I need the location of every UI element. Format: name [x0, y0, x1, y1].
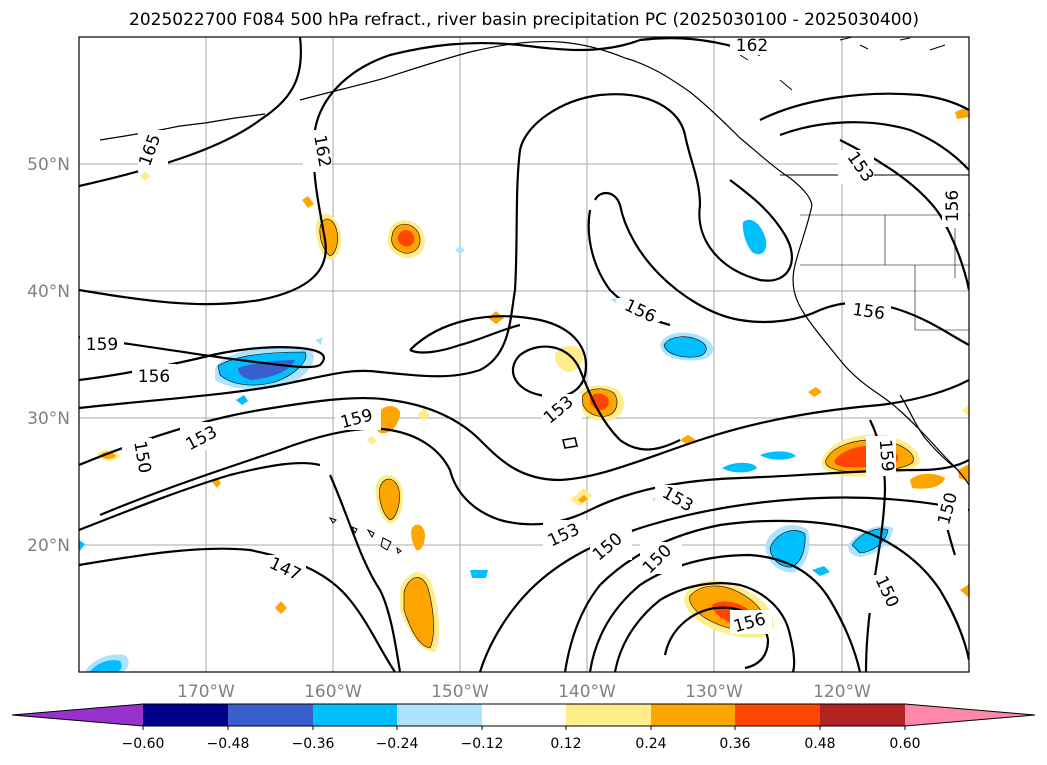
colorbar-segment — [566, 704, 651, 726]
hawaiian-islands — [328, 517, 402, 554]
colorbar-segment — [228, 704, 313, 726]
contour-153-wave — [409, 315, 681, 451]
alaska-bc-coast — [299, 41, 813, 206]
contour-156-main — [79, 93, 793, 410]
contour-150-main — [99, 427, 969, 526]
colorbar-segment — [397, 704, 482, 726]
contour-label: 159 — [86, 335, 118, 355]
baja-california — [899, 394, 959, 471]
map-frame — [78, 36, 970, 673]
colorbar-segment — [143, 704, 228, 726]
contour-label: 162 — [736, 36, 768, 56]
lat-tick-label: 30°N — [27, 409, 70, 429]
negative-anomaly-central-pacific — [215, 337, 323, 405]
contour-label-group: 162 165 162 159 156 153 150 159 153 156 — [80, 36, 968, 637]
lon-tick-label: 120°W — [813, 682, 871, 702]
arctic-islands — [739, 37, 946, 91]
colorbar-segment — [482, 704, 566, 726]
colorbar-tick-label: −0.36 — [292, 736, 335, 752]
us-west-coast — [792, 204, 969, 486]
contour-156-north — [779, 121, 969, 171]
negative-anomaly-northeast-pacific — [610, 219, 796, 473]
contour-150-south — [563, 519, 969, 672]
colorbar-tick-label: −0.12 — [461, 736, 504, 752]
contour-label: 156 — [851, 300, 886, 324]
longitude-labels: 170°W 160°W 150°W 140°W 130°W 120°W — [177, 682, 871, 702]
lon-tick-label: 170°W — [177, 682, 235, 702]
lon-tick-label: 150°W — [431, 682, 489, 702]
contour-159-south — [613, 582, 796, 672]
lon-tick-label: 140°W — [558, 682, 616, 702]
colorbar-segment — [651, 704, 735, 726]
colorbar-tick-label: 0.24 — [635, 736, 666, 752]
colorbar-tick-label: 0.12 — [550, 736, 581, 752]
colorbar: −0.60 −0.48 −0.36 −0.24 −0.12 0.12 0.24 … — [11, 703, 1036, 752]
contour-label: 156 — [138, 367, 170, 387]
lat-tick-label: 20°N — [27, 536, 70, 556]
colorbar-tick-label: −0.48 — [207, 736, 250, 752]
contour-153-south — [478, 496, 969, 672]
colorbar-extend-high — [905, 704, 1035, 726]
lon-tick-label: 160°W — [304, 682, 362, 702]
colorbar-tick-label: 0.60 — [889, 736, 920, 752]
lat-tick-label: 40°N — [27, 282, 70, 302]
colorbar-tick-label: −0.60 — [122, 736, 165, 752]
figure-title: 2025022700 F084 500 hPa refract., river … — [129, 10, 919, 30]
state-borders-interior — [885, 214, 969, 331]
contour-label: 156 — [943, 190, 963, 222]
colorbar-ticks — [142, 726, 906, 730]
aleutian-islands — [99, 113, 266, 141]
contour-162 — [79, 37, 761, 306]
colorbar-segment — [735, 704, 820, 726]
contour-159-north — [759, 92, 969, 121]
coastlines — [99, 37, 969, 554]
lat-tick-label: 50°N — [27, 155, 70, 175]
colorbar-tick-label: −0.24 — [376, 736, 419, 752]
contour-159-west — [79, 335, 325, 382]
colorbar-extend-low — [12, 704, 143, 726]
colorbar-tick-label: 0.36 — [719, 736, 750, 752]
contour-153-tail — [409, 323, 521, 354]
contour-147-axis — [328, 474, 402, 672]
map-background — [79, 37, 969, 672]
state-borders-north — [800, 214, 886, 266]
colorbar-segment — [820, 704, 905, 726]
contour-147-west — [79, 461, 321, 532]
positive-anomaly-subtropical — [97, 345, 696, 652]
contour-label: 159 — [875, 439, 898, 473]
contour-156-south — [588, 553, 862, 672]
contour-156-east — [594, 192, 969, 346]
colorbar-tick-label: 0.48 — [804, 736, 835, 752]
colorbar-segment — [313, 704, 397, 726]
map-panel: 162 165 162 159 156 153 150 159 153 156 — [78, 36, 970, 673]
contour-153-main — [79, 379, 969, 482]
contour-165 — [79, 37, 302, 188]
island-marker — [562, 437, 578, 449]
lon-tick-label: 130°W — [685, 682, 743, 702]
latitude-labels: 20°N 30°N 40°N 50°N — [27, 155, 70, 556]
graticule — [79, 37, 969, 672]
